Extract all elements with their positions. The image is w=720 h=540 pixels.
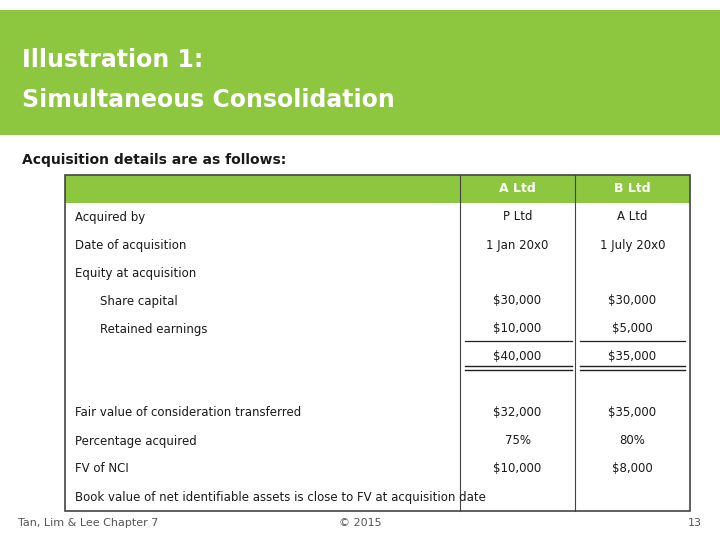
Text: $30,000: $30,000	[493, 294, 541, 307]
Text: $35,000: $35,000	[608, 407, 657, 420]
Text: $32,000: $32,000	[493, 407, 541, 420]
Text: Illustration 1:: Illustration 1:	[22, 48, 203, 72]
Text: Simultaneous Consolidation: Simultaneous Consolidation	[22, 88, 395, 112]
Text: Acquisition details are as follows:: Acquisition details are as follows:	[22, 153, 287, 167]
Text: $30,000: $30,000	[608, 294, 657, 307]
Bar	[65, 203, 690, 511]
Text: $10,000: $10,000	[493, 462, 541, 476]
Text: A Ltd: A Ltd	[617, 211, 648, 224]
Text: A Ltd: A Ltd	[499, 183, 536, 195]
Bar	[0, 135, 720, 540]
Text: Fair value of consideration transferred: Fair value of consideration transferred	[75, 407, 301, 420]
Bar	[65, 175, 690, 511]
Text: Share capital: Share capital	[100, 294, 178, 307]
Text: Tan, Lim & Lee Chapter 7: Tan, Lim & Lee Chapter 7	[18, 518, 158, 528]
Bar	[65, 175, 690, 203]
Text: Acquired by: Acquired by	[75, 211, 145, 224]
Text: © 2015: © 2015	[338, 518, 382, 528]
Text: Book value of net identifiable assets is close to FV at acquisition date: Book value of net identifiable assets is…	[75, 490, 486, 503]
Text: 1 Jan 20x0: 1 Jan 20x0	[486, 239, 549, 252]
Text: Retained earnings: Retained earnings	[100, 322, 207, 335]
Text: 13: 13	[688, 518, 702, 528]
Bar	[0, 10, 720, 135]
Text: Date of acquisition: Date of acquisition	[75, 239, 186, 252]
Text: 1 July 20x0: 1 July 20x0	[600, 239, 665, 252]
Text: P Ltd: P Ltd	[503, 211, 532, 224]
Text: Equity at acquisition: Equity at acquisition	[75, 267, 197, 280]
Text: $40,000: $40,000	[493, 350, 541, 363]
Text: $35,000: $35,000	[608, 350, 657, 363]
Text: $5,000: $5,000	[612, 322, 653, 335]
Bar	[0, 0, 720, 10]
Text: FV of NCI: FV of NCI	[75, 462, 129, 476]
Text: 80%: 80%	[620, 435, 645, 448]
Text: B Ltd: B Ltd	[614, 183, 651, 195]
Text: Percentage acquired: Percentage acquired	[75, 435, 197, 448]
Text: $10,000: $10,000	[493, 322, 541, 335]
Text: $8,000: $8,000	[612, 462, 653, 476]
Text: 75%: 75%	[505, 435, 531, 448]
